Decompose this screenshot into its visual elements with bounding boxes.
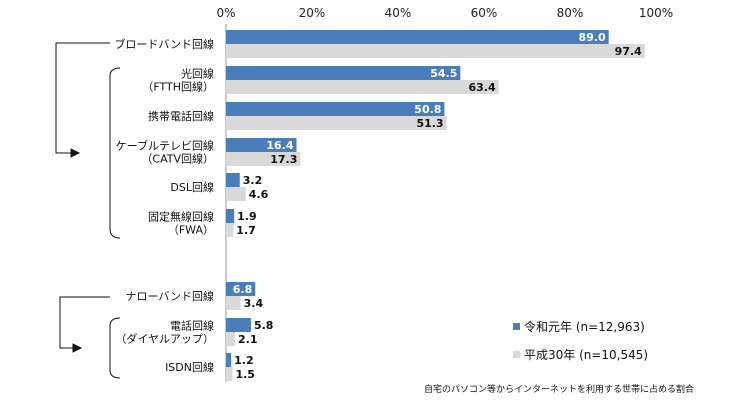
bar-reiwa-1 xyxy=(226,102,445,116)
legend-swatch xyxy=(513,351,520,358)
bar-heisei-30 xyxy=(226,332,236,346)
category-label: （FWA） xyxy=(168,224,214,237)
bar-reiwa-1 xyxy=(226,138,297,152)
x-tick-label: 0% xyxy=(216,6,235,20)
bar-heisei-30 xyxy=(226,116,447,130)
bar-heisei-30 xyxy=(226,187,246,201)
category-label: DSL回線 xyxy=(170,180,214,194)
value-label: 5.8 xyxy=(254,319,274,332)
value-label: 4.6 xyxy=(249,188,269,201)
value-label: 50.8 xyxy=(414,103,441,116)
bar-heisei-30 xyxy=(226,367,233,381)
value-label: 51.3 xyxy=(416,117,443,130)
category-label: ブロードバンド回線 xyxy=(114,37,214,51)
legend-label: 令和元年 (n=12,963) xyxy=(524,319,645,334)
bar-heisei-30 xyxy=(226,44,645,58)
x-tick-label: 80% xyxy=(557,6,584,20)
value-label: 63.4 xyxy=(468,81,495,94)
category-label: （FTTH回線） xyxy=(142,80,214,94)
x-tick-label: 100% xyxy=(639,6,673,20)
x-tick-label: 40% xyxy=(385,6,412,20)
narrowband-group-arrow xyxy=(59,296,110,349)
broadband-arrow-head xyxy=(70,148,81,158)
category-label: ナローバンド回線 xyxy=(126,289,214,303)
broadband-group-brace xyxy=(109,67,121,239)
legend-swatch xyxy=(513,323,520,330)
bar-reiwa-1 xyxy=(226,282,256,296)
broadband-group-arrow xyxy=(55,42,110,154)
bar-reiwa-1 xyxy=(226,209,235,223)
value-label: 1.7 xyxy=(236,224,256,237)
bar-heisei-30 xyxy=(226,80,499,94)
value-label: 16.4 xyxy=(266,139,293,152)
category-label: （ダイヤルアップ） xyxy=(115,332,214,346)
group-brackets xyxy=(55,42,121,379)
bar-reiwa-1 xyxy=(226,353,232,367)
value-label: 1.2 xyxy=(234,354,254,367)
x-axis-ticks: 0% 20% 40% 60% 80% 100% xyxy=(216,6,673,20)
x-tick-label: 20% xyxy=(299,6,326,20)
legend-label: 平成30年 (n=10,545) xyxy=(524,348,648,362)
bar-heisei-30 xyxy=(226,296,241,310)
value-label: 97.4 xyxy=(615,45,642,58)
x-tick-label: 60% xyxy=(471,6,498,20)
category-label: 電話回線 xyxy=(170,319,214,333)
value-label: 3.4 xyxy=(244,297,264,310)
bar-reiwa-1 xyxy=(226,30,609,44)
value-label: 1.9 xyxy=(237,210,256,223)
bar-reiwa-1 xyxy=(226,66,461,80)
value-label: 1.5 xyxy=(235,368,255,381)
value-label: 3.2 xyxy=(243,174,263,187)
category-label: 光回線 xyxy=(181,67,214,81)
bar-reiwa-1 xyxy=(226,173,240,187)
narrowband-group-brace xyxy=(109,317,121,379)
legend: 令和元年 (n=12,963) 平成30年 (n=10,545) xyxy=(513,319,648,362)
value-label: 6.8 xyxy=(233,283,253,296)
bars xyxy=(226,30,645,381)
category-label: 携帯電話回線 xyxy=(148,109,214,123)
footnote: 自宅のパソコン等からインターネットを利用する世帯に占める割合 xyxy=(424,383,694,395)
bar-heisei-30 xyxy=(226,152,301,166)
value-label: 17.3 xyxy=(270,153,297,166)
value-labels: 89.0 54.5 50.8 16.4 3.2 1.9 6.8 5.8 1.2 97.4 63.4 5… xyxy=(233,31,642,381)
value-label: 89.0 xyxy=(579,31,606,44)
bar-heisei-30 xyxy=(226,223,234,237)
category-label: ISDN回線 xyxy=(165,360,214,374)
narrowband-arrow-head xyxy=(72,343,83,353)
category-label: （CATV回線） xyxy=(141,152,214,166)
value-label: 2.1 xyxy=(238,333,258,346)
bar-reiwa-1 xyxy=(226,318,251,332)
value-label: 54.5 xyxy=(430,67,457,80)
category-label: ケーブルテレビ回線 xyxy=(116,139,214,153)
category-label: 固定無線回線 xyxy=(148,210,214,224)
